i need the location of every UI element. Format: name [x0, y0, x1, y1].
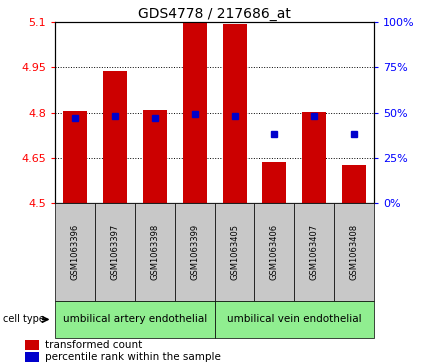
Bar [262, 162, 286, 203]
Bar [215, 203, 255, 301]
Bar [55, 203, 95, 301]
Bar [294, 203, 334, 301]
Bar [255, 203, 294, 301]
Bar [25, 340, 39, 350]
Text: percentile rank within the sample: percentile rank within the sample [45, 352, 221, 362]
Bar [302, 112, 326, 203]
Bar [342, 164, 366, 203]
Bar [223, 24, 246, 203]
Bar [215, 301, 374, 338]
Bar [175, 203, 215, 301]
Text: umbilical vein endothelial: umbilical vein endothelial [227, 314, 362, 325]
Bar [135, 203, 175, 301]
Text: GSM1063398: GSM1063398 [150, 224, 159, 280]
Text: GSM1063397: GSM1063397 [110, 224, 119, 280]
Bar [25, 351, 39, 362]
Bar [63, 111, 87, 203]
Text: cell type: cell type [3, 314, 45, 324]
Bar [95, 203, 135, 301]
Text: GSM1063407: GSM1063407 [310, 224, 319, 280]
Bar [183, 23, 207, 203]
Title: GDS4778 / 217686_at: GDS4778 / 217686_at [138, 7, 291, 21]
Text: umbilical artery endothelial: umbilical artery endothelial [63, 314, 207, 325]
Bar [55, 301, 215, 338]
Text: transformed count: transformed count [45, 340, 142, 350]
Text: GSM1063399: GSM1063399 [190, 224, 199, 280]
Bar [143, 110, 167, 203]
Text: GSM1063408: GSM1063408 [350, 224, 359, 280]
Text: GSM1063405: GSM1063405 [230, 224, 239, 280]
Bar [103, 71, 127, 203]
Text: GSM1063396: GSM1063396 [71, 224, 79, 280]
Text: GSM1063406: GSM1063406 [270, 224, 279, 280]
Bar [334, 203, 374, 301]
